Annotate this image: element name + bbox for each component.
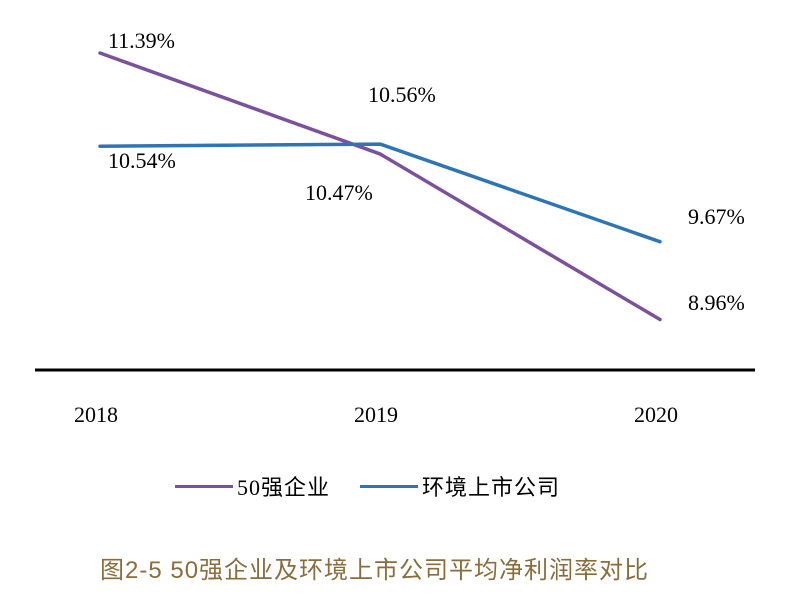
legend-swatch-env_listed	[360, 485, 418, 488]
data-label-top50-1: 10.47%	[305, 180, 373, 206]
legend-label-env_listed: 环境上市公司	[422, 470, 560, 502]
x-tick-2020: 2020	[634, 402, 678, 428]
legend-label-top50: 50强企业	[237, 470, 330, 502]
data-label-env_listed-2: 9.67%	[688, 204, 745, 230]
legend-item-top50: 50强企业	[175, 470, 330, 502]
data-label-top50-2: 8.96%	[688, 290, 745, 316]
data-label-top50-0: 11.39%	[108, 28, 175, 54]
data-label-env_listed-0: 10.54%	[108, 148, 176, 174]
x-tick-2019: 2019	[354, 402, 398, 428]
data-label-env_listed-1: 10.56%	[368, 82, 436, 108]
chart-caption: 图2-5 50强企业及环境上市公司平均净利润率对比	[100, 550, 649, 585]
chart-legend: 50强企业 环境上市公司	[175, 470, 560, 502]
profit-margin-chart: 11.39% 10.47% 8.96% 10.54% 10.56% 9.67% 2018 2…	[0, 0, 789, 604]
series-line-env_listed	[100, 144, 660, 242]
x-tick-2018: 2018	[74, 402, 118, 428]
legend-item-env_listed: 环境上市公司	[360, 470, 560, 502]
legend-swatch-top50	[175, 485, 233, 488]
